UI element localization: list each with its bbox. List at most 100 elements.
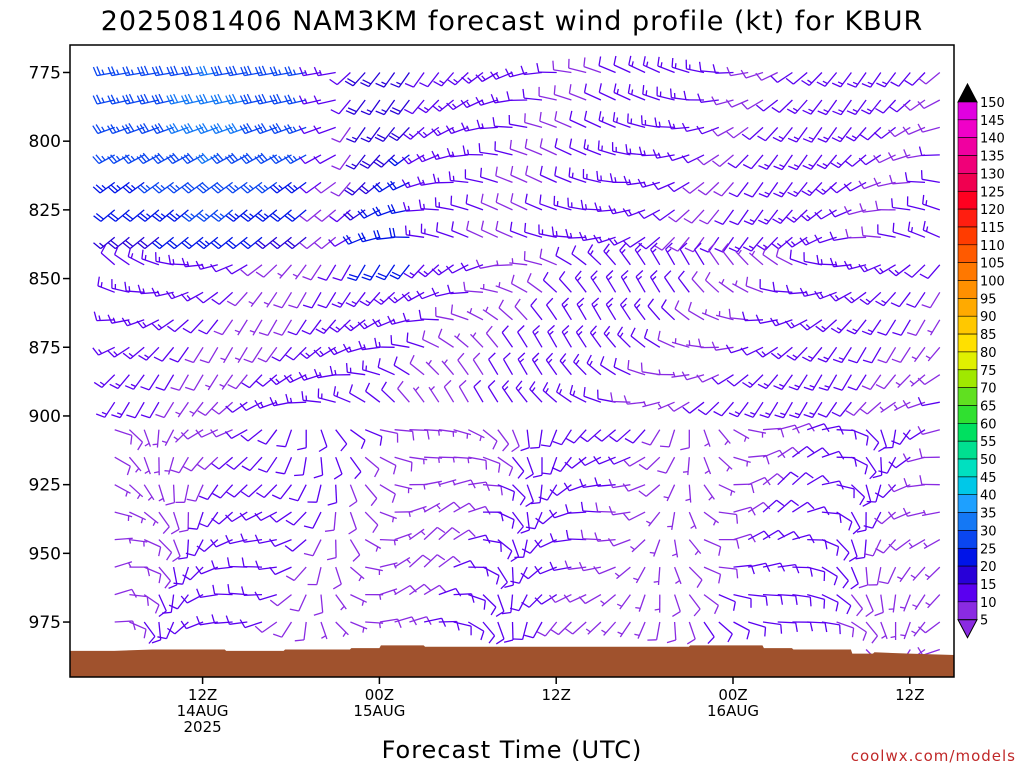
wind-barb	[550, 621, 572, 636]
wind-barb	[605, 297, 617, 321]
wind-barb	[431, 150, 454, 161]
wind-barb	[313, 154, 337, 165]
wind-barb	[313, 125, 336, 135]
wind-barb	[195, 291, 219, 304]
wind-barb	[579, 231, 602, 242]
wind-barb	[868, 566, 882, 586]
wind-barb	[539, 138, 557, 156]
colorbar-segment	[957, 137, 978, 156]
wind-barb	[138, 346, 160, 361]
wind-barb	[539, 165, 557, 183]
wind-barb	[158, 539, 173, 561]
wind-barb	[830, 154, 852, 169]
wind-barb	[122, 236, 145, 250]
wind-barb	[359, 154, 381, 169]
wind-barb	[807, 593, 826, 609]
wind-barb	[843, 181, 867, 192]
wind-barb	[786, 346, 808, 361]
wind-barb	[594, 532, 616, 542]
wind-barb	[243, 346, 263, 364]
wind-barb	[510, 274, 528, 293]
wind-barb	[733, 593, 752, 608]
wind-barb	[482, 566, 500, 585]
wind-barb	[671, 539, 679, 558]
wind-barb	[136, 181, 160, 194]
wind-barb	[211, 209, 234, 222]
wind-barb	[725, 344, 749, 354]
wind-barb	[495, 281, 513, 293]
wind-barb	[708, 242, 720, 266]
wind-barb	[549, 533, 572, 543]
wind-barb	[836, 484, 855, 499]
wind-barb	[158, 484, 165, 502]
terrain-surface	[70, 645, 954, 677]
wind-barb	[417, 264, 440, 278]
wind-barb	[509, 258, 528, 266]
wind-barb	[711, 341, 734, 351]
wind-barb	[402, 312, 425, 323]
wind-barb	[904, 172, 926, 184]
wind-barb	[554, 111, 572, 128]
wind-barb	[213, 319, 234, 336]
wind-barb	[423, 554, 446, 568]
wind-barb	[525, 456, 534, 480]
colorbar-segment	[957, 565, 978, 585]
wind-barb	[653, 236, 676, 251]
wind-barb	[121, 317, 145, 327]
wind-barb	[649, 539, 661, 557]
wind-barb	[742, 154, 764, 170]
wind-barb	[303, 539, 322, 557]
wind-barb	[815, 181, 838, 195]
wind-barb	[637, 209, 661, 219]
wind-barb	[861, 374, 882, 391]
wind-barb	[107, 124, 130, 135]
wind-barb	[327, 484, 338, 506]
wind-barb	[836, 621, 855, 638]
wind-barb	[647, 621, 661, 641]
wind-barb	[211, 614, 233, 624]
wind-barb	[387, 154, 410, 167]
wind-barb	[226, 456, 248, 470]
wind-barb	[788, 154, 808, 171]
wind-barb	[472, 352, 484, 376]
wind-barb	[181, 209, 204, 222]
wind-barb	[480, 283, 498, 293]
wind-barb	[640, 362, 660, 376]
wind-barb	[917, 374, 941, 386]
wind-barb	[858, 180, 882, 190]
wind-barb	[712, 154, 734, 168]
wind-barb	[564, 621, 587, 635]
wind-barb	[409, 505, 427, 513]
wind-barb	[270, 209, 292, 222]
wind-barb	[555, 246, 572, 266]
wind-barb	[480, 220, 499, 238]
wind-barb	[388, 227, 410, 238]
wind-barb	[686, 621, 696, 645]
wind-barb	[683, 209, 705, 224]
wind-barb	[406, 332, 425, 348]
wind-barb	[273, 291, 293, 309]
wind-barb	[225, 209, 248, 222]
wind-barb	[497, 429, 510, 452]
wind-barb	[569, 384, 587, 403]
wind-barb	[817, 346, 838, 363]
wind-barb	[660, 299, 676, 321]
colorbar-label: 65	[980, 400, 997, 415]
wind-barb	[892, 319, 911, 336]
wind-barb	[531, 352, 543, 376]
wind-barb	[93, 311, 115, 322]
wind-barb	[379, 538, 398, 546]
wind-barb	[234, 346, 248, 364]
wind-barb	[685, 484, 692, 503]
wind-barb	[583, 139, 602, 156]
wind-barb	[211, 456, 234, 470]
wind-barb	[846, 319, 867, 335]
wind-barb	[792, 422, 815, 432]
wind-barb	[554, 166, 572, 184]
wind-barb	[172, 539, 181, 563]
wind-barb	[685, 59, 705, 74]
wind-barb	[679, 242, 690, 266]
wind-barb	[495, 220, 513, 238]
wind-barb	[772, 126, 793, 143]
